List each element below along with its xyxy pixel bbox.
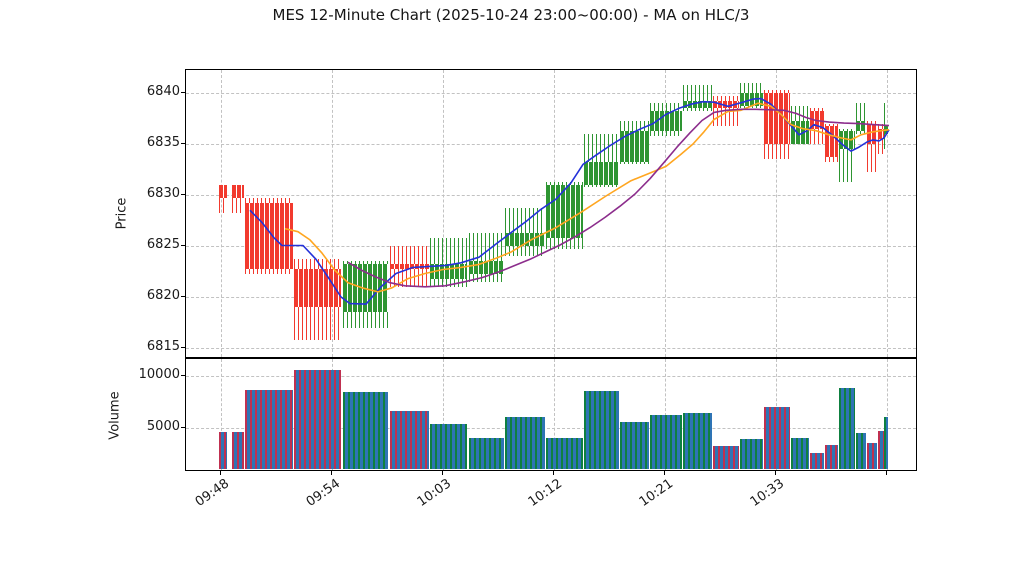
price-panel — [185, 69, 917, 358]
price-gridline — [186, 93, 916, 94]
price-tick-label: 6830 — [146, 186, 180, 201]
time-tickmark — [331, 471, 332, 475]
volume-bar — [825, 444, 838, 469]
time-gridline — [443, 70, 444, 357]
volume-bar — [584, 390, 619, 469]
candle-body — [878, 128, 884, 139]
time-gridline — [887, 70, 888, 357]
time-gridline — [554, 359, 555, 470]
volume-bar — [469, 438, 504, 469]
time-tickmark — [442, 471, 443, 475]
price-tickmark — [181, 194, 185, 195]
price-tickmark — [181, 143, 185, 144]
price-gridline — [186, 144, 916, 145]
price-tick-label: 6825 — [146, 237, 180, 252]
candle-body — [683, 100, 712, 109]
ma-fast-line — [249, 97, 890, 305]
time-gridline — [221, 359, 222, 470]
price-tick-label: 6840 — [146, 84, 180, 99]
volume-tick-label: 10000 — [138, 367, 180, 382]
candle-body — [856, 121, 866, 132]
volume-bar — [343, 391, 388, 469]
volume-bar — [810, 452, 824, 469]
volume-bar — [430, 423, 467, 469]
volume-gridline — [186, 376, 916, 377]
price-tick-label: 6835 — [146, 135, 180, 150]
candle-body — [584, 161, 619, 185]
volume-bar — [683, 413, 712, 469]
time-gridline — [665, 70, 666, 357]
time-tickmark — [886, 471, 887, 475]
price-tickmark — [181, 296, 185, 297]
price-tickmark — [181, 92, 185, 93]
volume-bar — [867, 442, 877, 469]
candle-body — [713, 100, 739, 109]
volume-tickmark — [181, 375, 185, 376]
volume-tick-label: 5000 — [146, 419, 180, 434]
volume-bar — [620, 422, 649, 469]
volume-bar — [650, 415, 682, 469]
candle-body — [390, 263, 429, 269]
time-tickmark — [220, 471, 221, 475]
volume-bar — [546, 438, 583, 469]
time-tick-label: 09:54 — [303, 476, 344, 510]
candle-body — [294, 268, 341, 308]
time-tickmark — [775, 471, 776, 475]
volume-gridline — [186, 428, 916, 429]
volume-bar — [245, 389, 293, 469]
candle-body — [232, 184, 244, 198]
volume-bar — [219, 432, 227, 469]
time-gridline — [665, 359, 666, 470]
price-tick-label: 6820 — [146, 288, 180, 303]
volume-axis-label: Volume — [107, 391, 123, 440]
volume-bar — [505, 416, 545, 469]
volume-bar — [791, 438, 809, 469]
time-gridline — [887, 359, 888, 470]
volume-bar — [390, 411, 429, 469]
volume-bar — [856, 433, 866, 469]
candle-body — [505, 233, 545, 246]
volume-tickmark — [181, 427, 185, 428]
ma-mid-line — [284, 102, 890, 293]
volume-bar — [878, 430, 884, 469]
ma-lines-overlay — [249, 97, 890, 305]
time-gridline — [776, 70, 777, 357]
time-tick-label: 10:03 — [414, 476, 455, 510]
time-gridline — [221, 70, 222, 357]
time-gridline — [332, 70, 333, 357]
volume-bar — [839, 388, 855, 469]
volume-bar — [294, 369, 341, 469]
candle-body — [650, 110, 682, 132]
candle-range — [867, 121, 877, 173]
price-gridline — [186, 297, 916, 298]
time-tick-label: 09:48 — [192, 476, 233, 510]
time-tick-label: 10:12 — [525, 476, 566, 510]
time-gridline — [443, 359, 444, 470]
volume-bar — [713, 445, 739, 469]
time-tick-label: 10:21 — [636, 476, 677, 510]
candle-body — [867, 123, 877, 144]
time-tickmark — [553, 471, 554, 475]
volume-bar — [764, 407, 790, 469]
price-tickmark — [181, 245, 185, 246]
volume-bar — [232, 432, 244, 469]
candle-body — [219, 184, 227, 198]
volume-bar — [740, 439, 763, 469]
time-tickmark — [664, 471, 665, 475]
price-tick-label: 6815 — [146, 339, 180, 354]
ma-slow-line — [347, 108, 890, 288]
price-gridline — [186, 348, 916, 349]
volume-panel — [185, 358, 917, 471]
price-tickmark — [181, 347, 185, 348]
time-tick-label: 10:33 — [747, 476, 788, 510]
volume-bar — [884, 416, 888, 469]
chart-title: MES 12-Minute Chart (2025-10-24 23:00~00… — [272, 6, 750, 24]
candle-range — [856, 103, 866, 134]
candle-range — [219, 184, 227, 213]
